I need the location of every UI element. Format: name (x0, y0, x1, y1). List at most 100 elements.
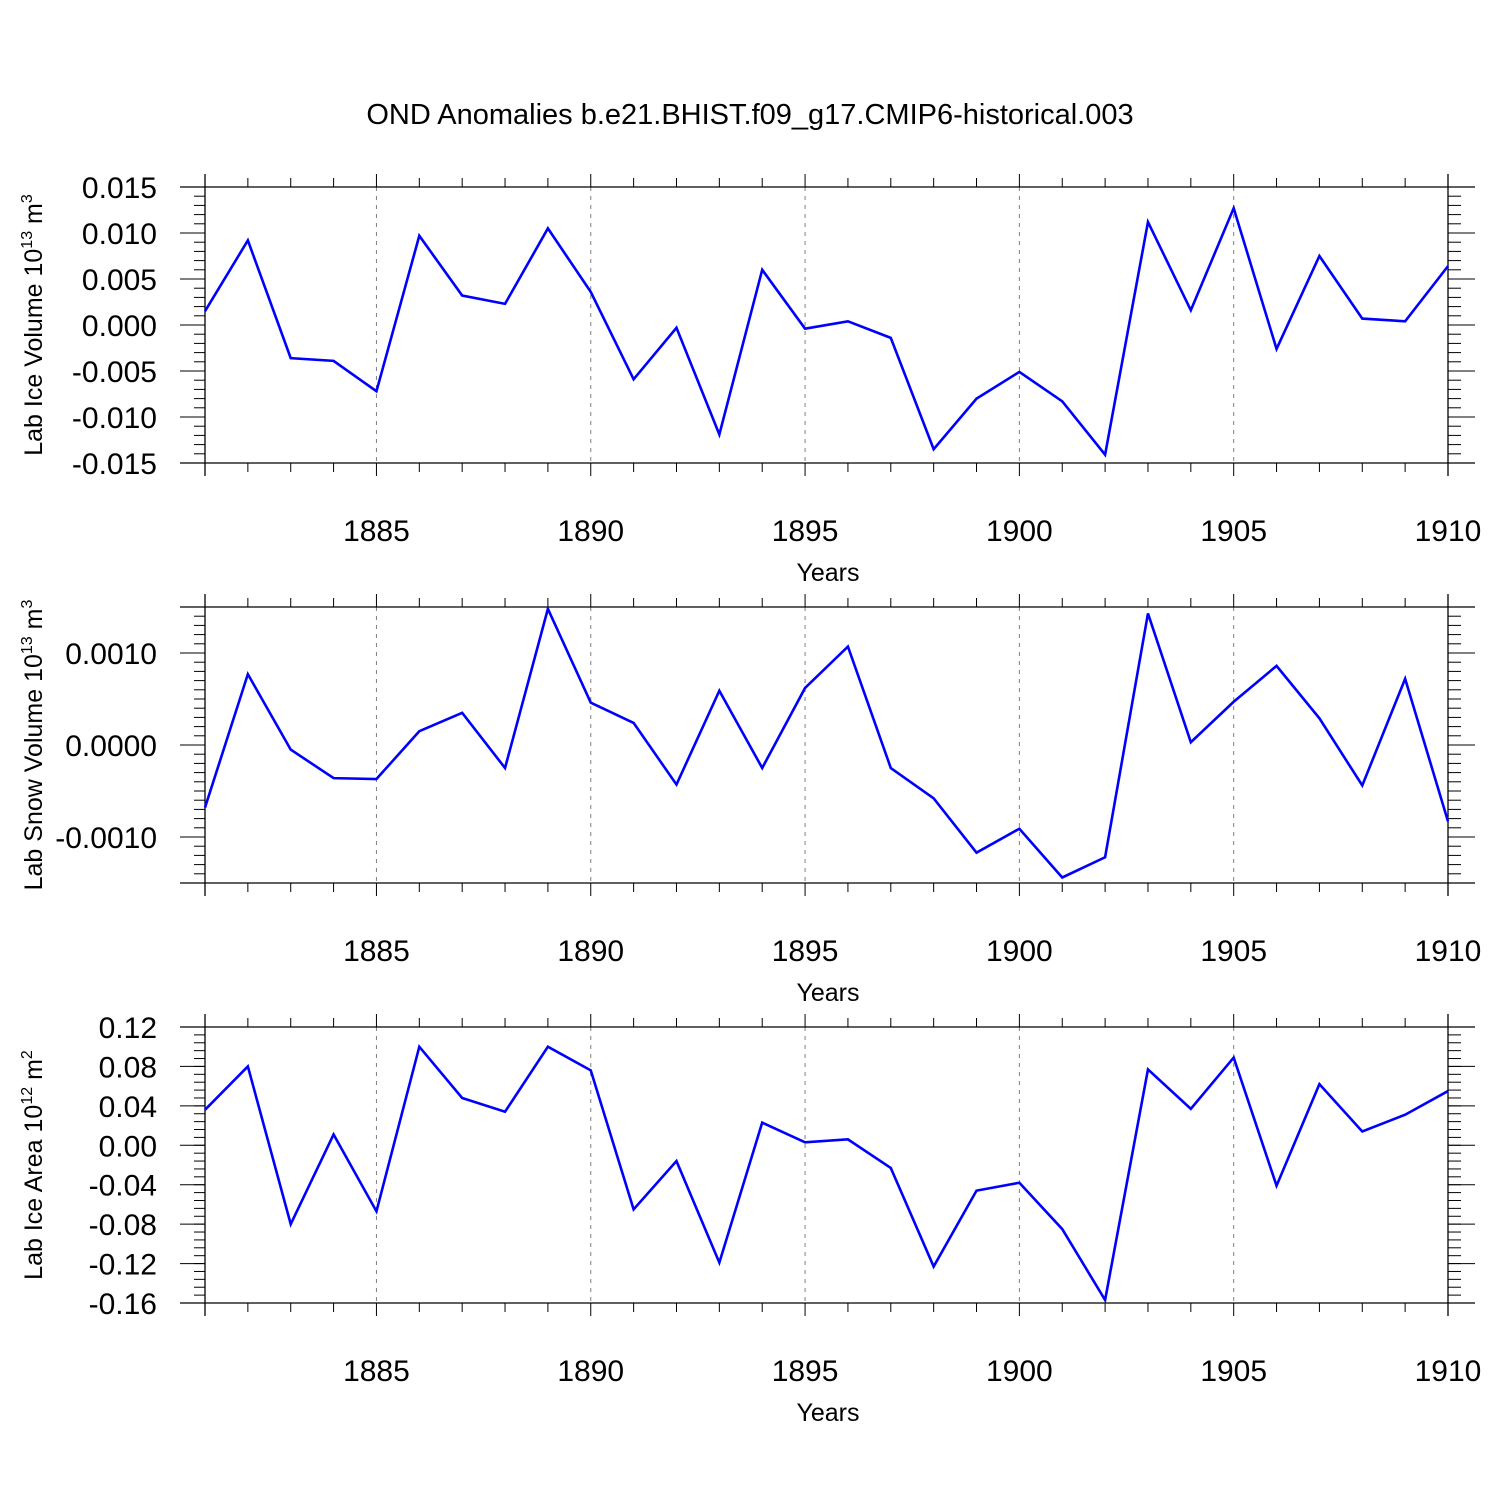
y-axis-label-unit-exponent: 2 (19, 1050, 36, 1059)
data-point-1883 (289, 748, 293, 752)
data-point-1889 (546, 226, 550, 230)
data-point-1898 (932, 447, 936, 451)
data-point-1893 (717, 1261, 721, 1265)
data-point-1894 (760, 268, 764, 272)
data-point-1886 (417, 729, 421, 733)
data-point-1905 (1232, 700, 1236, 704)
x-tick-label: 1890 (557, 1355, 624, 1388)
x-tick-label: 1895 (772, 1355, 839, 1388)
data-point-1881 (203, 806, 207, 810)
x-tick-label: 1910 (1415, 1355, 1482, 1388)
panel-snow-volume: -0.0010 0.0000 0.0010 1885 1890 1895 1900 1905 1… (19, 594, 1481, 1007)
series-line-1-0 (203, 605, 1450, 880)
x-tick-label: 1905 (1200, 1355, 1267, 1388)
data-point-1894 (760, 766, 764, 770)
data-point-1888 (503, 1110, 507, 1114)
x-tick-label: 1885 (343, 515, 410, 548)
y-tick-label: 0.015 (82, 172, 157, 205)
y-axis-label-text: Lab Ice Volume 10 (20, 249, 48, 456)
y-tick-label: 0.12 (99, 1012, 157, 1045)
data-point-1906 (1275, 347, 1279, 351)
data-point-1882 (246, 238, 250, 242)
data-point-1904 (1189, 1107, 1193, 1111)
data-point-1902 (1103, 1298, 1107, 1302)
data-point-1910 (1446, 264, 1450, 268)
data-point-1896 (846, 1137, 850, 1141)
y-tick-label: 0.010 (82, 218, 157, 251)
data-point-1892 (674, 1159, 678, 1163)
data-point-1905 (1232, 206, 1236, 210)
y-axis-label-exponent: 12 (19, 1087, 36, 1105)
y-axis-label-unit: m (20, 1059, 48, 1087)
data-point-1898 (932, 796, 936, 800)
data-point-1908 (1360, 783, 1364, 787)
x-tick-label: 1905 (1200, 935, 1267, 968)
data-point-1886 (417, 1045, 421, 1049)
data-point-1907 (1317, 1082, 1321, 1086)
y-axis-label: Lab Ice Volume 1013 m3 (19, 194, 48, 456)
x-tick-label: 1910 (1415, 515, 1482, 548)
y-tick-label: 0.0010 (65, 638, 157, 671)
data-point-1897 (889, 1166, 893, 1170)
data-point-1886 (417, 234, 421, 238)
data-point-1893 (717, 689, 721, 693)
data-point-1887 (460, 294, 464, 298)
data-point-1884 (332, 359, 336, 363)
data-point-1883 (289, 356, 293, 360)
data-point-1891 (632, 1207, 636, 1211)
data-point-1905 (1232, 1056, 1236, 1060)
y-axis-label-unit: m (20, 609, 48, 637)
data-point-1884 (332, 1132, 336, 1136)
data-point-1903 (1146, 220, 1150, 224)
data-point-1887 (460, 711, 464, 715)
data-point-1907 (1317, 716, 1321, 720)
data-point-1909 (1403, 319, 1407, 323)
y-axis-label-unit-exponent: 3 (19, 194, 36, 203)
data-point-1901 (1060, 875, 1064, 879)
data-point-1896 (846, 319, 850, 323)
y-tick-label: -0.005 (72, 356, 157, 389)
y-tick-label: -0.015 (72, 448, 157, 481)
x-tick-label: 1895 (772, 935, 839, 968)
y-axis-label-text: Lab Ice Area 10 (20, 1105, 48, 1280)
y-tick-label: 0.0000 (65, 730, 157, 763)
data-point-1889 (546, 607, 550, 611)
data-point-1890 (589, 1068, 593, 1072)
data-point-1882 (246, 1064, 250, 1068)
y-axis-label-text: Lab Snow Volume 10 (20, 654, 48, 890)
data-point-1895 (803, 686, 807, 690)
y-axis-label-exponent: 13 (19, 636, 36, 654)
data-point-1904 (1189, 308, 1193, 312)
data-point-1890 (589, 701, 593, 705)
y-tick-label: -0.08 (89, 1209, 157, 1242)
data-point-1888 (503, 302, 507, 306)
data-point-1890 (589, 290, 593, 294)
data-point-1900 (1017, 1181, 1021, 1185)
x-tick-label: 1885 (343, 1355, 410, 1388)
data-point-1885 (374, 389, 378, 393)
y-tick-label: -0.16 (89, 1288, 157, 1321)
data-point-1892 (674, 326, 678, 330)
chart-title: OND Anomalies b.e21.BHIST.f09_g17.CMIP6-… (366, 99, 1133, 131)
data-point-1903 (1146, 611, 1150, 615)
data-point-1900 (1017, 827, 1021, 831)
data-point-1897 (889, 336, 893, 340)
x-tick-label: 1900 (986, 1355, 1053, 1388)
y-tick-label: -0.04 (89, 1170, 157, 1203)
data-point-1883 (289, 1222, 293, 1226)
x-tick-label: 1890 (557, 935, 624, 968)
data-point-1892 (674, 783, 678, 787)
data-point-1899 (975, 1189, 979, 1193)
x-tick-label: 1890 (557, 515, 624, 548)
y-tick-label: -0.12 (89, 1249, 157, 1282)
data-point-1899 (975, 851, 979, 855)
data-point-1901 (1060, 1227, 1064, 1231)
y-axis-label-unit-exponent: 3 (19, 600, 36, 609)
y-tick-label: 0.000 (82, 310, 157, 343)
data-point-1906 (1275, 1184, 1279, 1188)
data-point-1899 (975, 397, 979, 401)
x-tick-label: 1910 (1415, 935, 1482, 968)
y-tick-label: 0.08 (99, 1051, 157, 1084)
data-point-1882 (246, 672, 250, 676)
